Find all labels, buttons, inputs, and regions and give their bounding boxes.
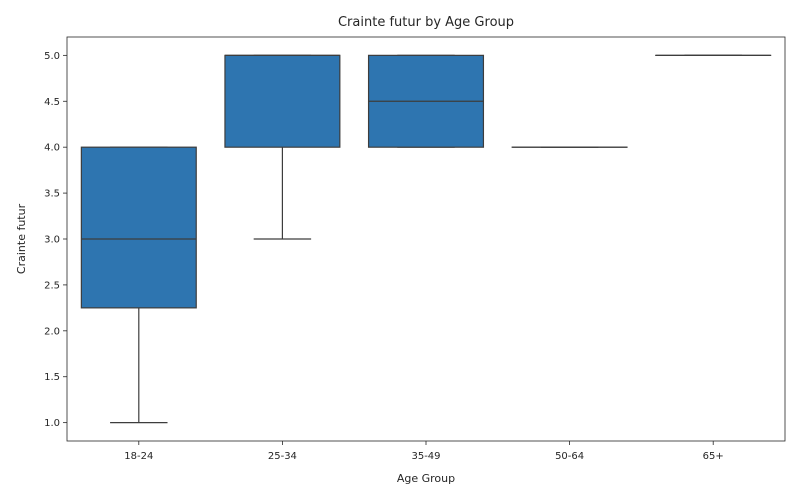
box-group-18-24 [80,146,197,424]
chart-title: Crainte futur by Age Group [338,15,514,30]
y-tick-label: 4.5 [44,97,60,108]
y-axis-label: Crainte futur [15,203,28,274]
x-tick-label: 25-34 [268,451,297,462]
y-tick-label: 3.5 [44,189,60,200]
x-tick-label: 65+ [703,451,724,462]
y-tick-label: 1.5 [44,372,60,383]
x-tick-label: 50-64 [555,451,584,462]
x-tick-label: 35-49 [411,451,440,462]
x-tick-label: 18-24 [124,451,153,462]
y-tick-label: 2.0 [44,326,60,337]
y-tick-label: 4.0 [44,143,60,154]
axes: 1.0 1.5 2.0 2.5 3.0 3.5 4.0 4.5 5.0 18-24 25-34 35-… [44,36,786,462]
box-iqr [80,146,197,309]
box-group-35-49 [367,54,485,148]
x-axis-label: Age Group [397,472,455,485]
plot-area [80,54,772,424]
y-tick-label: 3.0 [44,235,60,246]
box-group-25-34 [224,54,341,240]
y-tick-label: 1.0 [44,418,60,429]
y-tick-label: 5.0 [44,51,60,62]
y-tick-label: 2.5 [44,280,60,291]
box-iqr [224,54,341,148]
